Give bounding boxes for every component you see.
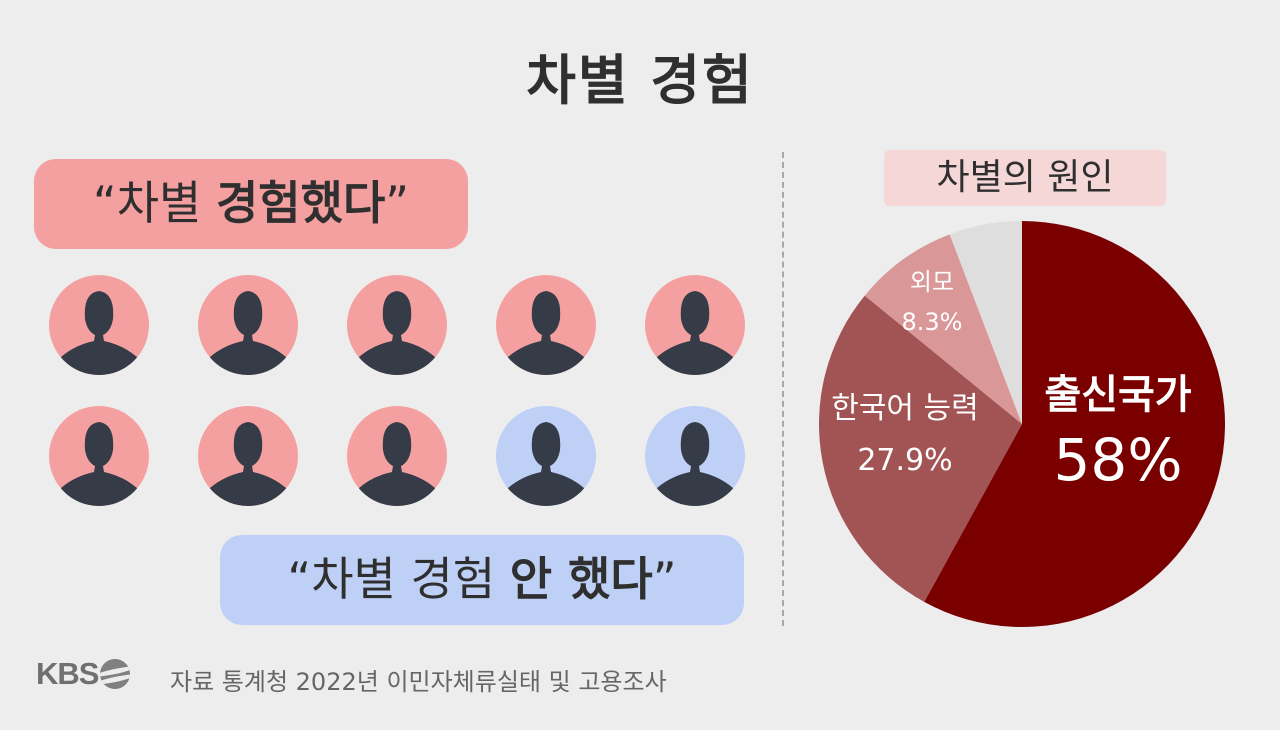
experienced-label: “차별 경험했다”	[34, 159, 468, 249]
person-experienced-icon	[496, 275, 596, 375]
pie-label-3: 외모	[910, 268, 954, 296]
pie-label-2: 한국어 능력	[831, 391, 979, 426]
chart-title: 차별의 원인	[884, 150, 1166, 206]
person-experienced-icon	[198, 275, 298, 375]
source-note: 자료 통계청 2022년 이민자체류실태 및 고용조사	[170, 668, 667, 696]
logo-text: KBS	[36, 656, 99, 691]
kbs-logo-icon	[100, 659, 131, 689]
section-divider	[782, 152, 784, 626]
kbs-logo: KBS	[36, 656, 131, 696]
person-not-experienced-icon	[496, 406, 596, 506]
not-experienced-label: “차별 경험 안 했다”	[220, 535, 744, 625]
pie-label-1: 출신국가	[1044, 372, 1191, 418]
pie-slice-1	[924, 221, 1225, 627]
pie-slice-4	[949, 221, 1022, 424]
pie-slice-2	[818, 295, 1022, 602]
pie-value-2: 27.9%	[857, 443, 952, 478]
person-experienced-icon	[347, 406, 447, 506]
person-experienced-icon	[49, 406, 149, 506]
person-experienced-icon	[198, 406, 298, 506]
pie-slice-3	[864, 234, 1022, 424]
page-title: 차별 경험	[526, 49, 754, 112]
person-experienced-icon	[347, 275, 447, 375]
person-experienced-icon	[49, 275, 149, 375]
person-not-experienced-icon	[645, 406, 745, 506]
pie-value-1: 58%	[1054, 426, 1183, 494]
person-experienced-icon	[645, 275, 745, 375]
pie-value-3: 8.3%	[902, 308, 963, 336]
